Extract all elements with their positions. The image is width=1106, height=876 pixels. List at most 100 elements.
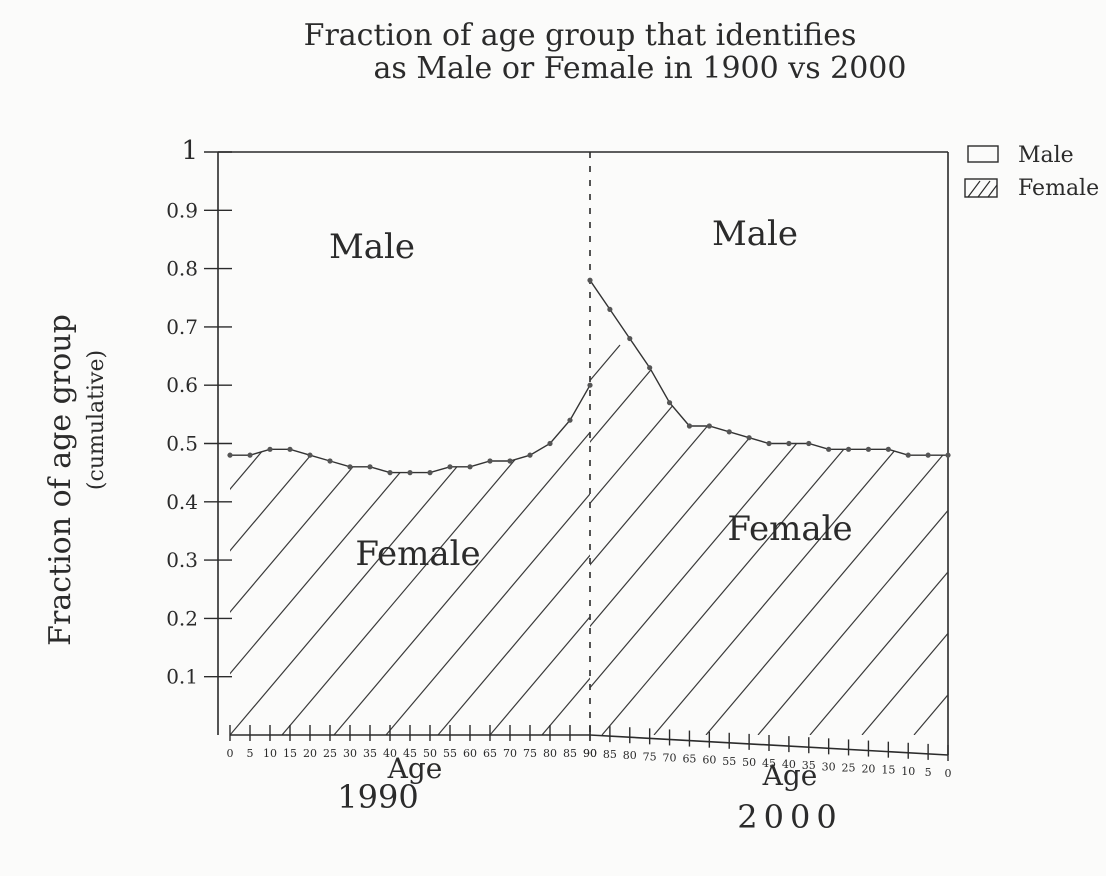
- chart-title-line1: Fraction of age group that identifies: [304, 18, 857, 53]
- data-point-2000-age-70: [666, 400, 673, 406]
- legend-label-male: Male: [1018, 143, 1074, 168]
- y-tick-label: 0.5: [166, 432, 198, 456]
- data-point-1990-age-70: [507, 458, 513, 464]
- chart-title-line2: as Male or Female in 1900 vs 2000: [374, 51, 907, 86]
- x-tick-label: 70: [503, 747, 517, 760]
- data-point-2000-age-65: [686, 423, 693, 429]
- legend-swatch-male: [967, 145, 999, 163]
- y-tick-label: 0.2: [166, 606, 198, 630]
- x-tick-label: 45: [762, 757, 776, 770]
- y-axis-sublabel: (cumulative): [84, 350, 109, 490]
- x-tick-label: 90: [583, 747, 597, 760]
- x-tick-label: 60: [702, 754, 716, 767]
- x-tick-label: 30: [822, 760, 836, 773]
- y-tick-label: 0.3: [166, 548, 198, 572]
- hatch-line: [489, 385, 590, 735]
- x-tick-label: 40: [782, 758, 796, 771]
- x-tick-label: 80: [543, 747, 557, 760]
- data-point-2000-age-15: [885, 446, 891, 452]
- hatch-line: [590, 344, 725, 735]
- x-tick-label: 85: [603, 748, 617, 761]
- x-tick-label: 15: [881, 764, 895, 777]
- male-region-label-2000: Male: [712, 214, 798, 254]
- data-point-2000-age-40: [786, 440, 792, 447]
- hatch-line: [437, 385, 590, 735]
- data-point-2000-age-80: [627, 335, 633, 342]
- x-tick-label: 10: [901, 765, 915, 778]
- data-point-2000-age-45: [766, 440, 772, 447]
- data-point-1990-age-25: [327, 458, 333, 464]
- x-tick-label: 35: [363, 747, 377, 760]
- y-tick-label: 0.8: [166, 257, 198, 281]
- x-tick-label: 80: [623, 749, 637, 762]
- data-point-2000-age-90: [587, 277, 593, 283]
- y-tick-label: 0.1: [166, 665, 198, 689]
- data-point-2000-age-10: [905, 452, 911, 458]
- x-tick-label: 45: [403, 747, 417, 760]
- data-point-1990-age-50: [427, 470, 433, 476]
- female-boundary-2000: [589, 279, 948, 456]
- data-point-2000-age-50: [746, 435, 752, 441]
- y-tick-label: 0.4: [166, 490, 198, 514]
- x-tick-label: 50: [742, 756, 756, 769]
- female-region-label-2000: Female: [727, 509, 852, 549]
- data-point-2000-age-60: [706, 423, 712, 429]
- x-axis-label-1990: Age: [387, 752, 443, 785]
- hatch-line: [913, 344, 948, 735]
- legend: Male Female: [964, 143, 1099, 201]
- data-point-1990-age-0: [227, 452, 233, 458]
- data-point-2000-age-75: [647, 365, 653, 371]
- x-tick-label: 20: [861, 763, 875, 776]
- data-point-1990-age-30: [347, 464, 353, 470]
- x-tick-label: 5: [925, 766, 932, 779]
- hatch-line: [590, 344, 673, 735]
- hatch-line: [966, 345, 1106, 735]
- x-tick-label: 20: [303, 747, 317, 760]
- data-point-2000-age-0: [945, 452, 951, 458]
- x-tick-label: 65: [682, 753, 696, 766]
- boundary-curves: [227, 277, 951, 476]
- x-tick-label: 25: [323, 747, 337, 760]
- x-tick-label: 0: [227, 747, 234, 760]
- female-boundary-1990: [230, 384, 591, 474]
- x-tick-label: 25: [842, 761, 856, 774]
- x-tick-label: 40: [383, 747, 397, 760]
- data-point-1990-age-35: [367, 464, 373, 470]
- legend-swatch-female: [964, 178, 998, 198]
- legend-label-female: Female: [1018, 176, 1099, 201]
- data-point-2000-age-20: [865, 446, 872, 452]
- x-tick-label: 30: [343, 747, 357, 760]
- female-region-label-1990: Female: [355, 534, 480, 574]
- data-point-2000-age-55: [726, 429, 732, 435]
- y-axis: 0.1 0.2 0.3 0.4 0.5 0.6 0.7 0.8 0.9 1: [166, 136, 232, 735]
- x-tick-label: 55: [443, 747, 457, 760]
- y-tick-label: 0.6: [166, 373, 198, 397]
- x-tick-label: 55: [722, 755, 736, 768]
- year-label-1990: 1990: [337, 778, 418, 816]
- hatch-line: [333, 385, 590, 735]
- data-point-1990-age-65: [487, 458, 493, 464]
- data-point-2000-age-30: [826, 446, 832, 452]
- hatch-line: [861, 344, 948, 735]
- y-tick-label: 0.7: [166, 315, 198, 339]
- data-point-2000-age-5: [925, 452, 931, 458]
- x-tick-label: 35: [802, 759, 816, 772]
- data-point-1990-age-55: [447, 464, 453, 470]
- x-tick-label: 10: [263, 747, 277, 760]
- x-tick-label: 90: [583, 747, 597, 760]
- x-axis-label-2000: Age: [762, 759, 818, 792]
- x-tick-label: 15: [283, 747, 297, 760]
- hatch-line: [705, 344, 948, 735]
- data-point-1990-age-15: [287, 446, 293, 452]
- y-tick-label: 0.9: [166, 198, 198, 222]
- year-label-2000: 2000: [737, 798, 842, 836]
- data-point-1990-age-5: [247, 452, 253, 458]
- data-point-1990-age-20: [307, 452, 313, 458]
- data-point-2000-age-35: [806, 440, 812, 447]
- plot-frame: [218, 151, 949, 755]
- x-tick-label: 75: [643, 750, 657, 763]
- x-tick-label: 0: [945, 767, 952, 780]
- data-point-1990-age-85: [567, 417, 573, 423]
